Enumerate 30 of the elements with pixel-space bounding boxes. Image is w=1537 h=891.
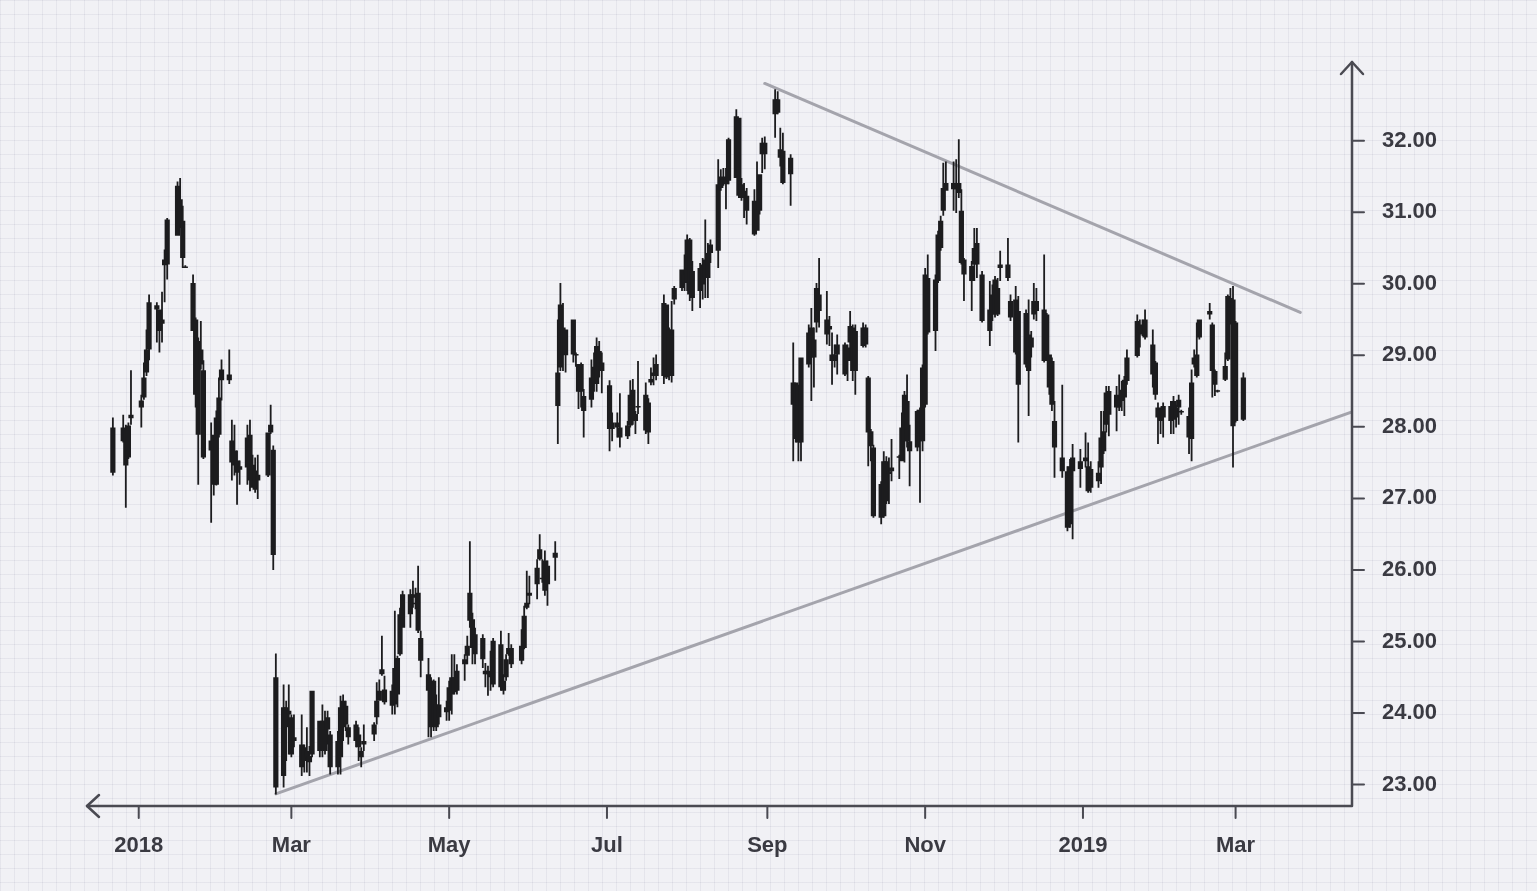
y-tick-label: 30.00 xyxy=(1382,269,1438,295)
candlestick xyxy=(1070,444,1076,540)
candlestick xyxy=(1059,384,1065,478)
candlestick xyxy=(1207,303,1213,320)
y-tick-label: 25.00 xyxy=(1382,627,1438,653)
y-tick-label: 27.00 xyxy=(1382,484,1438,510)
x-tick-label: Sep xyxy=(747,832,788,858)
candlestick xyxy=(379,635,385,676)
x-tick-label: Mar xyxy=(1216,832,1256,858)
candlestick xyxy=(552,541,558,581)
y-tick-label: 29.00 xyxy=(1382,341,1438,367)
x-tick-label: Nov xyxy=(904,832,947,858)
x-tick-label: Jul xyxy=(591,832,623,858)
candlestick xyxy=(1005,237,1011,281)
candlestick xyxy=(617,393,623,448)
y-tick-label: 32.00 xyxy=(1382,126,1438,152)
candlestick xyxy=(526,575,532,605)
candlestick xyxy=(255,454,261,500)
y-tick-label: 23.00 xyxy=(1382,770,1438,796)
y-tick-label: 28.00 xyxy=(1382,412,1438,438)
candlestick xyxy=(226,349,232,384)
candlestick xyxy=(1077,449,1083,488)
y-tick-label: 26.00 xyxy=(1382,555,1438,581)
x-tick-label: Mar xyxy=(271,832,312,858)
y-tick-label: 31.00 xyxy=(1382,198,1438,224)
x-tick-label: 2019 xyxy=(1058,832,1108,858)
y-tick-label: 24.00 xyxy=(1382,699,1438,725)
x-tick-label: 2018 xyxy=(114,832,164,858)
x-tick-label: May xyxy=(427,832,472,858)
candlestick xyxy=(816,258,822,328)
